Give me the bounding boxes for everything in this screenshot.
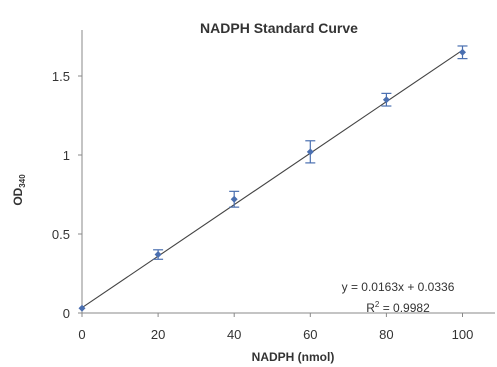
y-tick-label: 0.5 — [52, 227, 70, 242]
data-marker — [154, 251, 162, 259]
x-tick-label: 100 — [452, 327, 474, 342]
chart-title: NADPH Standard Curve — [200, 20, 358, 36]
x-axis-label: NADPH (nmol) — [252, 350, 335, 364]
y-axis-label-subscript: 340 — [18, 174, 27, 188]
data-point — [381, 92, 392, 107]
x-tick-label: 80 — [379, 327, 393, 342]
x-tick-label: 0 — [78, 327, 85, 342]
trendline-layer — [81, 49, 463, 309]
y-ticks: 0 0.5 1 1.5 — [52, 69, 82, 321]
x-tick-label: 60 — [303, 327, 317, 342]
data-point — [305, 140, 316, 164]
x-tick-label: 40 — [227, 327, 241, 342]
r-squared-value: = 0.9982 — [379, 301, 430, 315]
data-marker — [382, 96, 390, 104]
data-point — [153, 249, 164, 260]
r-squared-r: R — [366, 301, 375, 315]
trendline-equation: y = 0.0163x + 0.0336 — [342, 280, 455, 294]
data-point — [229, 190, 240, 208]
data-marker — [306, 148, 314, 156]
x-tick-label: 20 — [151, 327, 165, 342]
r-squared-superscript: 2 — [375, 300, 380, 309]
y-tick-label: 1 — [63, 148, 70, 163]
data-marker — [78, 304, 86, 312]
data-marker — [230, 195, 238, 203]
data-point — [78, 304, 86, 312]
data-points — [78, 45, 468, 312]
r-squared-label: R2 = 0.9982 — [366, 300, 430, 315]
x-ticks: 0 20 40 60 80 100 — [78, 313, 473, 342]
data-marker — [459, 48, 466, 56]
y-tick-label: 0 — [63, 306, 70, 321]
svg-text:OD340: OD340 — [11, 174, 27, 206]
y-axis-label-main: OD — [11, 187, 25, 205]
trendline — [81, 49, 463, 309]
y-tick-label: 1.5 — [52, 69, 70, 84]
y-axis-label: OD340 — [11, 174, 27, 206]
data-point — [457, 45, 468, 60]
